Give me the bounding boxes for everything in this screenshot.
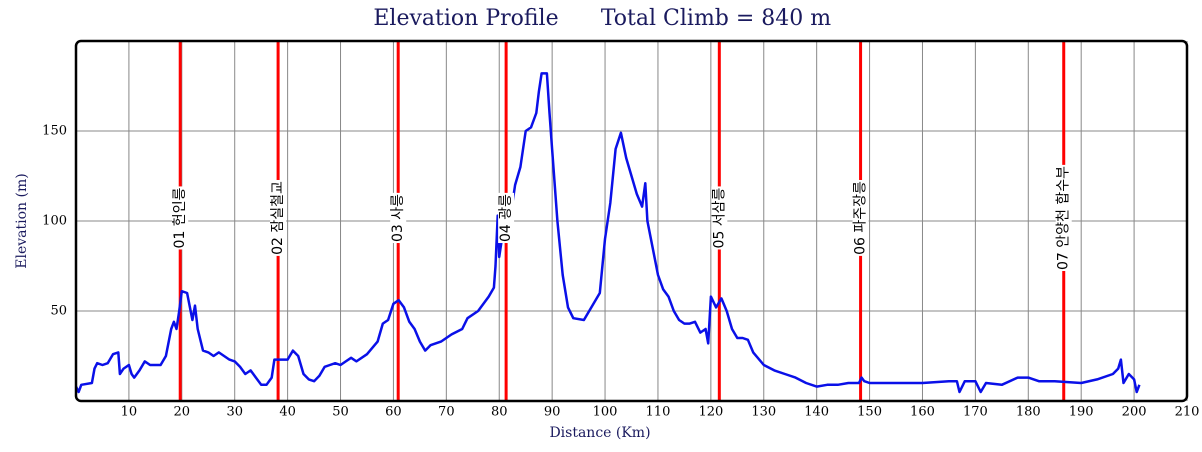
marker-label: 05 서삼릉 [711, 187, 727, 248]
x-axis-label: Distance (Km) [549, 425, 650, 441]
x-tick-label: 60 [385, 405, 402, 420]
marker-label-bg [711, 186, 728, 250]
x-tick-label: 140 [804, 405, 829, 420]
y-tick-label: 150 [42, 124, 67, 139]
marker-label: 04 광릉 [498, 194, 514, 242]
x-tick-label: 160 [910, 405, 935, 420]
plot-area: 10 20 30 40 50 60 70 80 90 100 110 120 130 140 150 160 1… [42, 39, 1200, 420]
x-tick-label: 210 [1175, 405, 1200, 420]
marker-label-bg [172, 186, 189, 250]
plot-frame [74, 39, 1189, 403]
chart-title: Elevation Profile [373, 6, 558, 31]
marker-label: 01 헌인릉 [172, 187, 188, 248]
x-tick-label: 70 [438, 405, 455, 420]
x-tick-label: 90 [544, 405, 561, 420]
x-tick-label: 130 [751, 405, 776, 420]
x-tick-label: 190 [1069, 405, 1094, 420]
x-tick-label: 180 [1016, 405, 1041, 420]
marker-label-bg [1055, 164, 1072, 271]
x-tick-label: 110 [646, 405, 671, 420]
marker-label: 07 안양천 합수부 [1056, 166, 1072, 270]
chart-subtitle: Total Climb = 840 m [601, 6, 831, 31]
marker-label: 06 파주장릉 [853, 181, 869, 255]
x-tick-label: 50 [332, 405, 349, 420]
y-axis-label: Elevation (m) [14, 173, 30, 268]
y-tick-label: 100 [42, 214, 67, 229]
x-tick-label: 30 [226, 405, 243, 420]
x-tick-label: 150 [857, 405, 882, 420]
y-tick-label: 50 [50, 304, 67, 319]
marker-label: 02 잠실철교 [270, 181, 286, 255]
x-tick-label: 80 [491, 405, 508, 420]
marker-label-bg [270, 179, 287, 256]
marker-label-bg [390, 192, 407, 244]
x-tick-label: 200 [1122, 405, 1147, 420]
marker-label: 03 사릉 [390, 194, 406, 242]
x-tick-label: 120 [698, 405, 723, 420]
marker-label-bg [852, 179, 869, 256]
marker-label-bg [498, 192, 515, 244]
x-tick-label: 10 [121, 405, 138, 420]
x-tick-label: 40 [279, 405, 296, 420]
x-tick-label: 100 [593, 405, 618, 420]
elevation-line [74, 72, 1141, 394]
x-tick-label: 170 [963, 405, 988, 420]
x-tick-label: 20 [174, 405, 191, 420]
